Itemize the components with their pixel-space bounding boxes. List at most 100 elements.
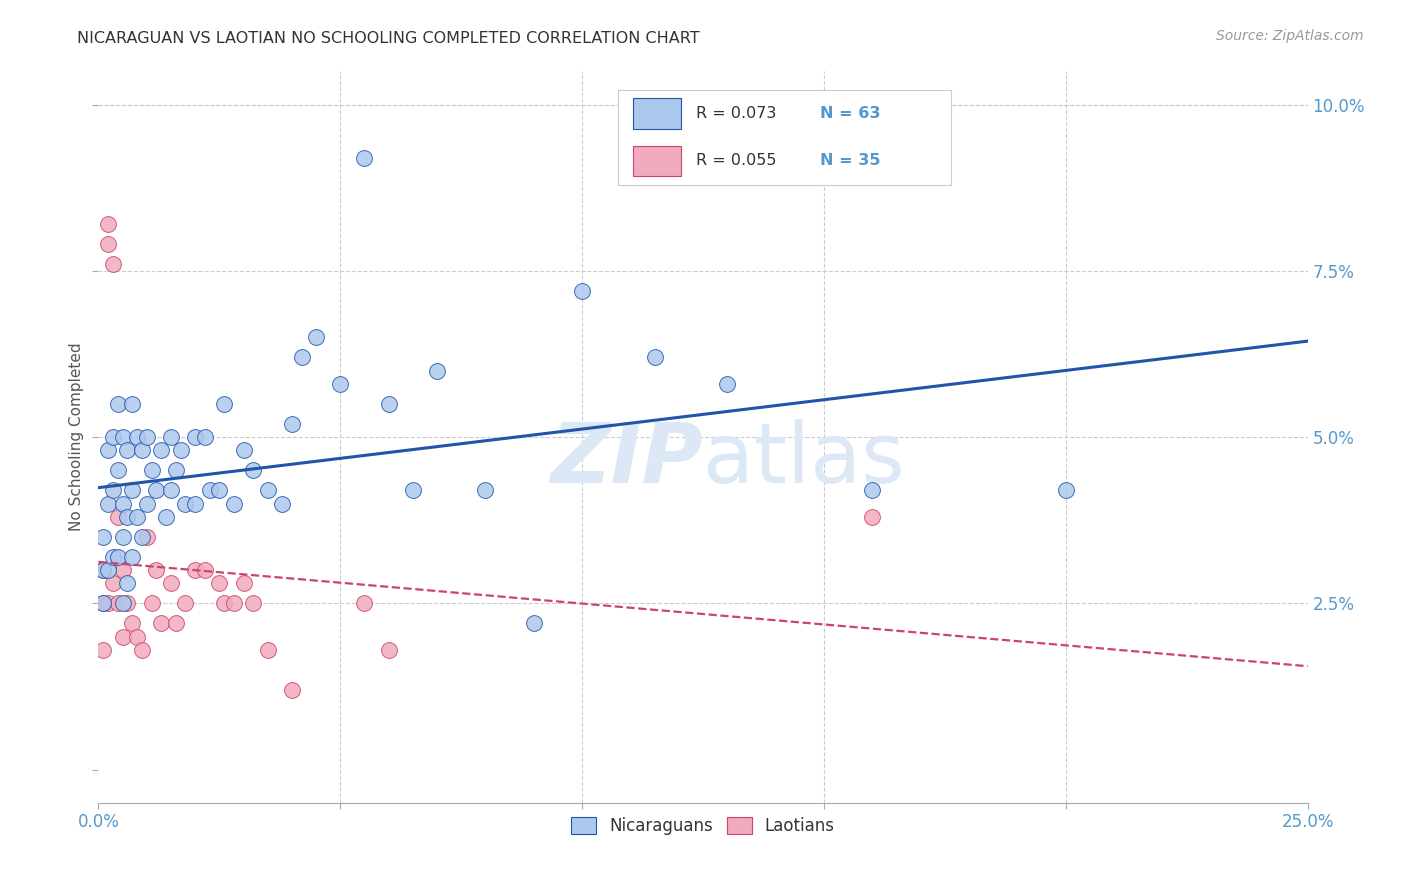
Point [101,576,124,591]
Point [117,509,139,524]
Text: ZIP: ZIP [550,418,703,500]
Point [232,443,254,458]
Point [377,643,399,657]
Point [644,351,666,365]
Point [212,397,235,411]
Point [160,430,183,444]
Point [121,397,143,411]
Point [121,483,143,498]
Point [716,376,738,391]
Point [131,530,153,544]
Point [111,497,134,511]
Point [208,576,231,591]
Point [150,443,173,458]
Point [127,509,149,524]
Point [271,497,294,511]
Point [242,596,264,610]
Point [523,616,546,631]
Point [212,596,235,610]
Point [135,430,157,444]
Point [174,497,197,511]
FancyBboxPatch shape [619,90,950,185]
Point [111,430,134,444]
Point [101,549,124,564]
Point [107,509,129,524]
Point [101,257,124,271]
Point [377,397,399,411]
Point [208,483,231,498]
Point [353,596,375,610]
Point [194,430,217,444]
Point [91,563,114,577]
Point [222,596,245,610]
Point [305,330,328,344]
Point [165,616,187,631]
Point [101,483,124,498]
Point [402,483,425,498]
Point [155,509,177,524]
Point [127,630,149,644]
Point [184,497,207,511]
FancyBboxPatch shape [633,98,682,128]
Point [860,483,883,498]
Text: R = 0.055: R = 0.055 [696,153,776,169]
Point [222,497,245,511]
Point [150,616,173,631]
Point [107,596,129,610]
Point [169,443,191,458]
Point [571,284,593,298]
Text: Source: ZipAtlas.com: Source: ZipAtlas.com [1216,29,1364,43]
Point [131,643,153,657]
Point [242,463,264,477]
Point [111,596,134,610]
Text: NICARAGUAN VS LAOTIAN NO SCHOOLING COMPLETED CORRELATION CHART: NICARAGUAN VS LAOTIAN NO SCHOOLING COMPL… [77,31,700,46]
Point [117,576,139,591]
Point [97,237,120,252]
Point [97,563,120,577]
Point [145,483,167,498]
Point [97,443,120,458]
Point [232,576,254,591]
Point [111,630,134,644]
Point [117,443,139,458]
Point [426,363,449,377]
Point [145,563,167,577]
Point [474,483,496,498]
Point [97,596,120,610]
Point [107,463,129,477]
Point [107,397,129,411]
Point [256,483,278,498]
Point [353,151,375,165]
Point [174,596,197,610]
Point [141,596,163,610]
Point [121,616,143,631]
Point [184,430,207,444]
Point [165,463,187,477]
Point [91,596,114,610]
Point [135,530,157,544]
Point [184,563,207,577]
Point [121,549,143,564]
Point [1054,483,1077,498]
Point [256,643,278,657]
Point [91,596,114,610]
Point [111,563,134,577]
Point [91,563,114,577]
Point [91,530,114,544]
Point [101,430,124,444]
Point [329,376,352,391]
Point [131,443,153,458]
Point [194,563,217,577]
Point [111,530,134,544]
Legend: Nicaraguans, Laotians: Nicaraguans, Laotians [564,811,842,842]
Point [860,509,883,524]
Point [160,576,183,591]
Text: atlas: atlas [703,418,904,500]
Text: N = 63: N = 63 [820,106,880,121]
Y-axis label: No Schooling Completed: No Schooling Completed [69,343,84,532]
Point [97,217,120,231]
Point [141,463,163,477]
Text: N = 35: N = 35 [820,153,880,169]
Point [117,596,139,610]
Point [281,682,304,697]
